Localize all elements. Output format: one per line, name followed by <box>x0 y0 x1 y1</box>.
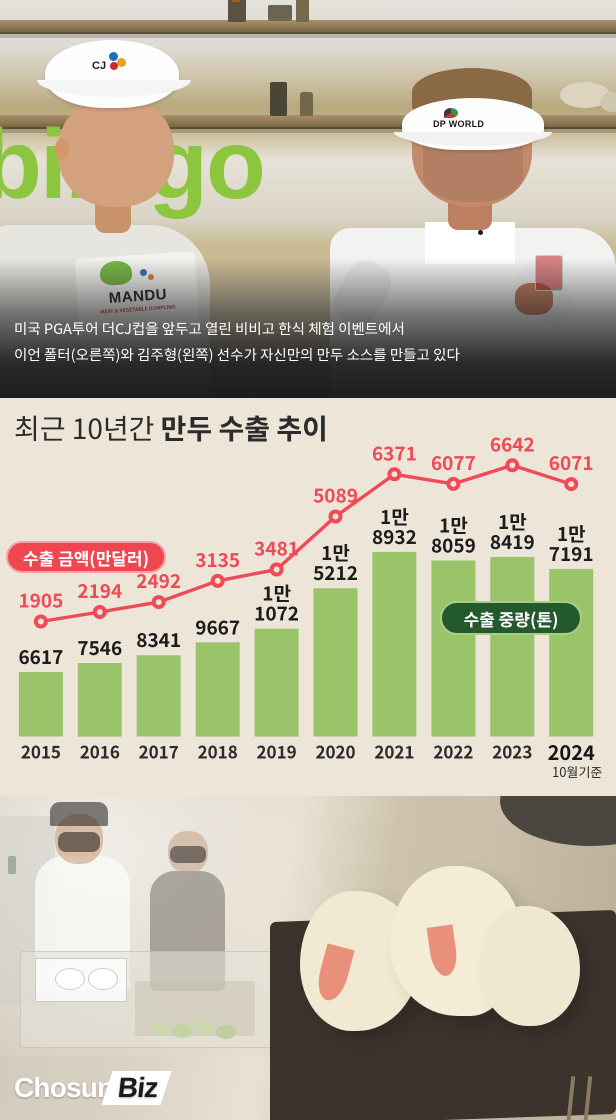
svg-text:8059: 8059 <box>431 532 476 559</box>
svg-text:6071: 6071 <box>549 449 594 476</box>
svg-text:7191: 7191 <box>549 540 594 567</box>
svg-text:2017: 2017 <box>139 739 179 764</box>
svg-text:8932: 8932 <box>372 523 417 550</box>
svg-text:8419: 8419 <box>490 528 535 555</box>
svg-text:1072: 1072 <box>254 600 299 627</box>
svg-text:2019: 2019 <box>257 739 297 764</box>
svg-text:5089: 5089 <box>313 482 358 509</box>
svg-text:2016: 2016 <box>80 739 120 764</box>
svg-text:6642: 6642 <box>490 430 535 457</box>
svg-text:1905: 1905 <box>18 587 63 614</box>
svg-text:2018: 2018 <box>198 739 238 764</box>
svg-text:2023: 2023 <box>492 739 532 764</box>
svg-text:6077: 6077 <box>431 449 476 476</box>
svg-text:7546: 7546 <box>77 634 122 661</box>
svg-text:2020: 2020 <box>315 739 355 764</box>
svg-text:3135: 3135 <box>195 546 240 573</box>
svg-text:2194: 2194 <box>77 577 122 604</box>
svg-text:8341: 8341 <box>136 626 181 653</box>
svg-text:2022: 2022 <box>433 739 473 764</box>
svg-text:3481: 3481 <box>254 535 299 562</box>
svg-text:2015: 2015 <box>21 739 61 764</box>
svg-text:9667: 9667 <box>195 613 240 640</box>
svg-text:6617: 6617 <box>18 643 63 670</box>
svg-text:5212: 5212 <box>313 559 358 586</box>
svg-text:2021: 2021 <box>374 739 414 764</box>
svg-text:6371: 6371 <box>372 439 417 466</box>
